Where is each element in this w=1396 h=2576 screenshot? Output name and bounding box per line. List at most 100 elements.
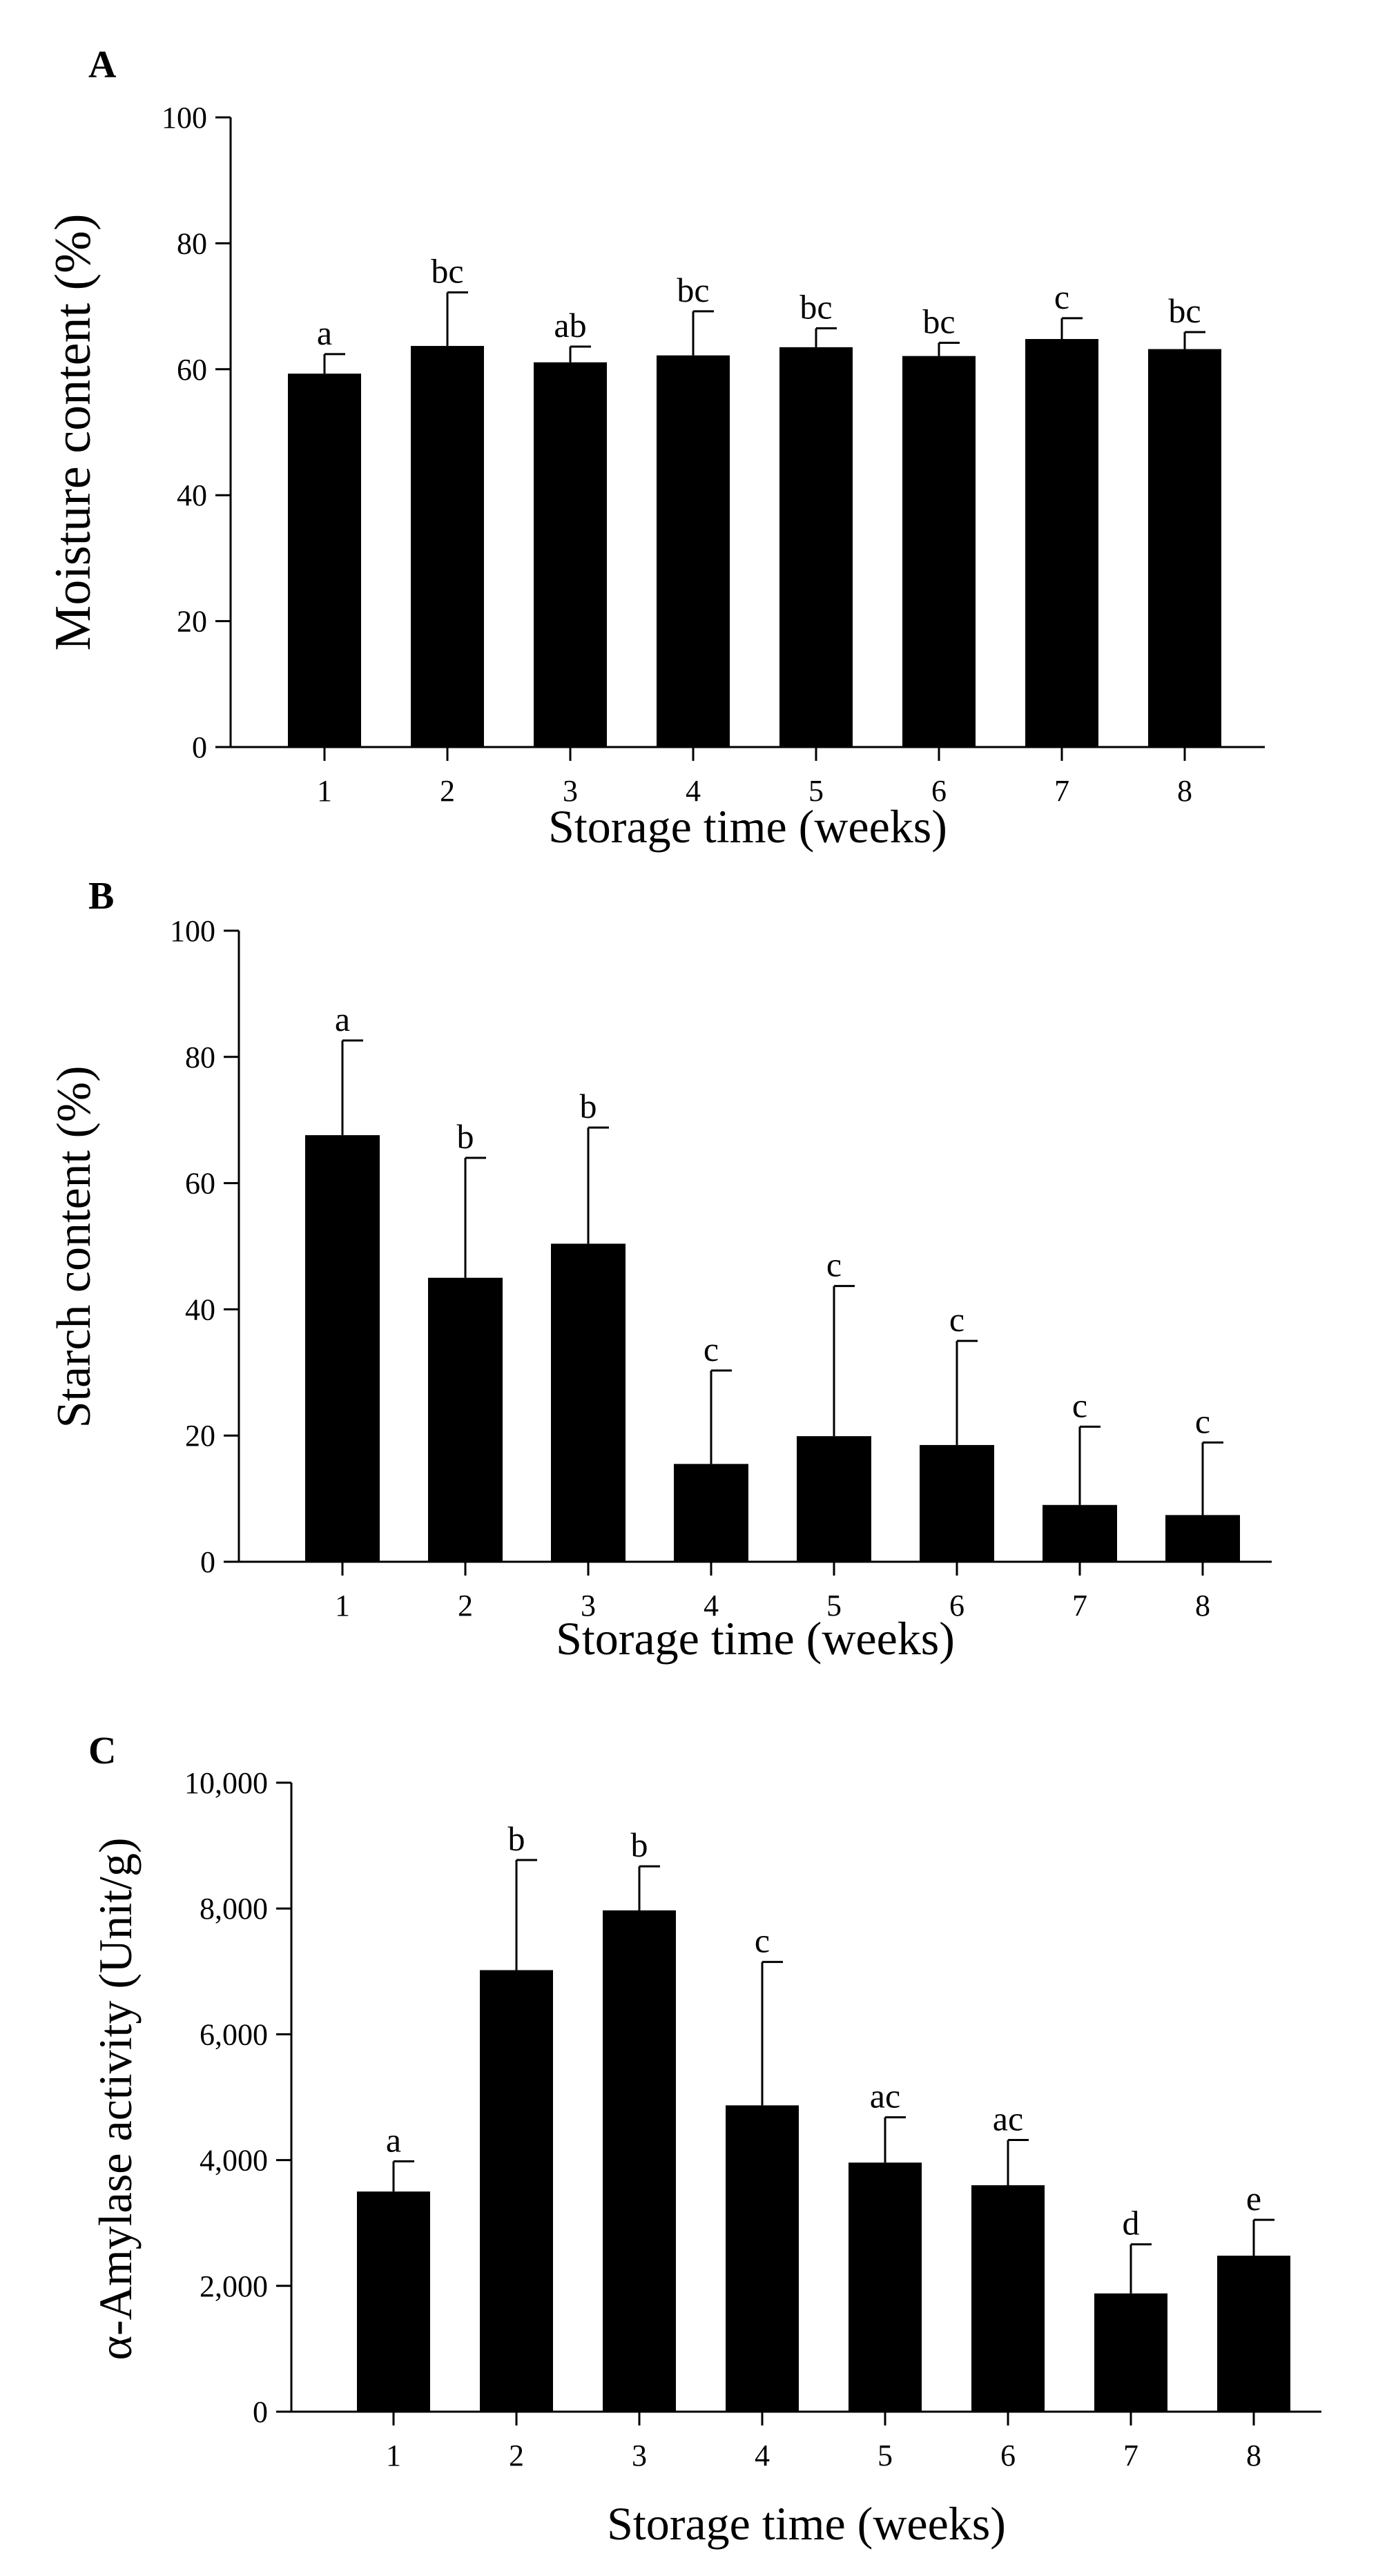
bar — [1094, 2293, 1167, 2412]
x-tick-label: 5 — [878, 2439, 893, 2472]
bar — [551, 1243, 626, 1562]
significance-letter: c — [1072, 1386, 1087, 1424]
y-axis-title: Moisture content (%) — [45, 214, 101, 651]
x-tick-label: 7 — [1054, 774, 1069, 808]
significance-letter: c — [1195, 1402, 1210, 1440]
significance-letter: d — [1123, 2204, 1140, 2243]
x-tick-label: 3 — [581, 1589, 596, 1623]
x-tick-label: 8 — [1246, 2439, 1261, 2472]
y-tick-label: 8,000 — [200, 1892, 268, 1926]
y-tick-label: 20 — [177, 605, 207, 639]
bar — [971, 2185, 1045, 2412]
chart-panel-b: B 0 20 40 60 80 100 a 1 b 2 b 3 c 4 c 5 c 6 c 7 c 8 Storage tim… — [0, 856, 1396, 1705]
y-tick-label: 100 — [170, 914, 215, 948]
y-tick-label: 80 — [177, 226, 207, 260]
y-tick-label: 6,000 — [200, 2017, 268, 2051]
bar — [357, 2191, 430, 2412]
y-tick-label: 2,000 — [200, 2269, 268, 2303]
significance-letter: c — [755, 1921, 770, 1960]
significance-letter: bc — [1168, 291, 1201, 330]
bar — [1165, 1515, 1240, 1562]
bar — [920, 1444, 994, 1562]
significance-letter: e — [1246, 2179, 1261, 2218]
bar — [1217, 2256, 1290, 2412]
starch-content-chart: B 0 20 40 60 80 100 a 1 b 2 b 3 c 4 c 5 c 6 c 7 c 8 Storage tim… — [48, 875, 1272, 1665]
y-tick-label: 0 — [192, 730, 207, 764]
significance-letter: ab — [554, 306, 586, 345]
x-tick-label: 4 — [704, 1589, 719, 1623]
y-axis-title: α-Amylase activity (Unit/g) — [89, 1838, 142, 2361]
x-tick-label: 3 — [632, 2439, 647, 2472]
x-tick-label: 1 — [386, 2439, 401, 2472]
y-tick-label: 40 — [185, 1292, 215, 1326]
amylase-activity-chart: C 0 2,000 4,000 6,000 8,000 10,000 a 1 b 2 b 3 c 4 ac 5 a… — [88, 1730, 1321, 2550]
bar — [849, 2162, 922, 2412]
significance-letter: c — [1054, 278, 1069, 316]
bar — [674, 1464, 748, 1562]
x-tick-label: 2 — [440, 774, 455, 808]
bar — [534, 362, 607, 747]
x-tick-label: 6 — [949, 1589, 964, 1623]
significance-letter: b — [631, 1826, 648, 1864]
bar — [797, 1436, 871, 1562]
significance-letter: b — [457, 1117, 474, 1156]
chart-panel-a: A 0 20 40 60 80 100 a 1 bc 2 ab 3 bc 4 bc 5 bc 6 c 7 bc 8 Stora… — [0, 0, 1396, 856]
y-tick-label: 40 — [177, 478, 207, 512]
significance-letter: a — [317, 313, 332, 352]
bar — [1148, 349, 1221, 748]
significance-letter: c — [704, 1330, 719, 1368]
significance-letter: a — [335, 1000, 350, 1038]
x-tick-label: 8 — [1177, 774, 1192, 808]
bar — [726, 2105, 799, 2412]
panel-label: B — [88, 875, 114, 918]
x-tick-label: 3 — [563, 774, 578, 808]
panel-label: A — [88, 43, 117, 86]
y-tick-label: 4,000 — [200, 2144, 268, 2178]
x-tick-label: 5 — [808, 774, 824, 808]
x-axis-title: Storage time (weeks) — [548, 800, 947, 853]
x-tick-label: 2 — [509, 2439, 524, 2472]
x-axis-title: Storage time (weeks) — [556, 1612, 955, 1665]
bar — [779, 347, 853, 747]
chart-panel-c: C 0 2,000 4,000 6,000 8,000 10,000 a 1 b 2 b 3 c 4 ac 5 a… — [0, 1705, 1396, 2576]
x-tick-label: 1 — [317, 774, 332, 808]
x-tick-label: 4 — [686, 774, 701, 808]
significance-letter: bc — [922, 302, 955, 340]
bar — [1043, 1504, 1117, 1562]
significance-letter: c — [949, 1300, 964, 1339]
bar — [411, 346, 484, 747]
significance-letter: a — [386, 2120, 401, 2159]
x-tick-label: 2 — [458, 1589, 473, 1623]
bar — [480, 1970, 553, 2412]
y-tick-label: 100 — [162, 101, 207, 135]
bar — [1025, 339, 1098, 747]
bar — [902, 356, 976, 747]
significance-letter: b — [508, 1819, 525, 1858]
significance-letter: bc — [677, 271, 709, 309]
significance-letter: ac — [993, 2099, 1023, 2138]
y-axis-title: Starch content (%) — [48, 1066, 101, 1429]
moisture-content-chart: A 0 20 40 60 80 100 a 1 bc 2 ab 3 bc 4 bc 5 bc 6 c 7 bc 8 Stora… — [45, 43, 1265, 853]
x-tick-label: 5 — [826, 1589, 842, 1623]
panel-label: C — [88, 1730, 116, 1772]
x-tick-label: 8 — [1195, 1589, 1210, 1623]
x-tick-label: 1 — [335, 1589, 350, 1623]
bar — [657, 355, 730, 747]
bar — [428, 1277, 503, 1562]
significance-letter: bc — [431, 252, 463, 291]
bar — [603, 1910, 676, 2412]
significance-letter: bc — [799, 288, 832, 327]
y-tick-label: 60 — [177, 353, 207, 387]
significance-letter: c — [826, 1246, 842, 1284]
significance-letter: ac — [870, 2077, 900, 2115]
y-tick-label: 60 — [185, 1167, 215, 1201]
significance-letter: b — [580, 1087, 597, 1125]
x-axis-title: Storage time (weeks) — [607, 2497, 1006, 2550]
bar — [305, 1135, 380, 1562]
y-tick-label: 10,000 — [184, 1766, 268, 1800]
y-tick-label: 0 — [200, 1545, 215, 1579]
x-tick-label: 7 — [1123, 2439, 1138, 2472]
x-tick-label: 4 — [755, 2439, 770, 2472]
bar — [288, 374, 361, 747]
y-tick-label: 80 — [185, 1040, 215, 1074]
